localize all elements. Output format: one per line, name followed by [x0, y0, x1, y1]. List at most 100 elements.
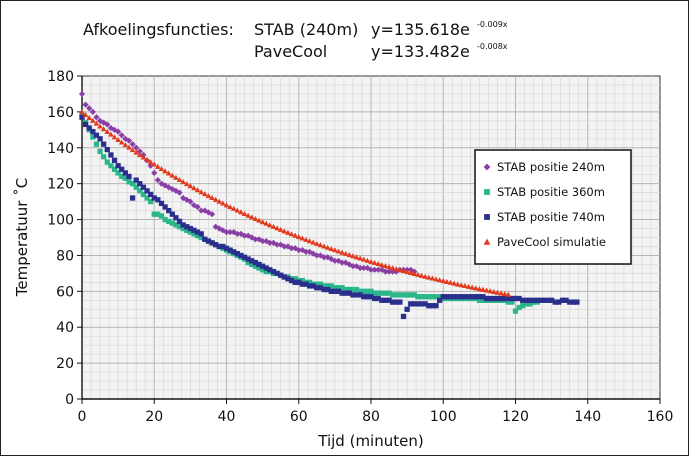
data-point	[480, 294, 486, 300]
data-point	[375, 295, 381, 302]
data-point	[129, 195, 136, 201]
data-point	[187, 225, 194, 232]
legend-label: STAB positie 740m	[497, 210, 605, 224]
data-point	[328, 283, 334, 289]
data-point	[437, 297, 443, 303]
data-point	[574, 299, 580, 305]
data-point	[386, 290, 392, 296]
y-tick-label: 140	[47, 141, 74, 157]
data-point	[108, 163, 114, 169]
legend-label: PaveCool simulatie	[497, 235, 606, 249]
data-point	[295, 246, 302, 254]
data-point	[371, 295, 378, 302]
data-point	[411, 292, 417, 298]
data-point	[115, 170, 121, 176]
data-point	[241, 232, 248, 239]
data-point	[400, 268, 407, 274]
data-point	[469, 284, 475, 290]
data-point	[104, 146, 110, 153]
x-axis-label: Tijd (minuten)	[317, 432, 423, 450]
data-point	[184, 224, 190, 230]
data-point	[306, 283, 313, 289]
data-point	[303, 236, 309, 242]
data-point	[119, 166, 125, 172]
data-point	[277, 226, 284, 232]
data-point	[101, 154, 107, 160]
data-point	[162, 168, 168, 174]
data-point	[451, 280, 457, 286]
data-point	[483, 287, 490, 293]
title-line-2-name: PaveCool	[254, 42, 327, 61]
data-point	[158, 213, 165, 219]
data-point	[389, 268, 396, 275]
data-point	[321, 243, 327, 249]
data-point	[198, 234, 204, 241]
data-point	[364, 288, 371, 294]
data-point	[556, 299, 562, 305]
data-point	[408, 301, 414, 307]
data-point	[299, 246, 306, 254]
data-point	[288, 277, 295, 284]
data-point	[433, 303, 439, 309]
data-point	[447, 294, 454, 300]
data-point	[90, 134, 96, 140]
data-point	[158, 166, 165, 172]
data-point	[79, 114, 85, 120]
data-point	[382, 263, 389, 269]
data-point	[249, 261, 255, 268]
data-point	[231, 249, 237, 255]
data-point	[523, 301, 529, 307]
data-point	[320, 254, 328, 261]
data-point	[404, 269, 410, 275]
data-point	[281, 243, 288, 250]
x-tick-label: 100	[430, 409, 457, 425]
data-point	[194, 203, 201, 211]
data-point	[390, 299, 396, 305]
data-point	[115, 128, 122, 135]
data-point	[191, 185, 197, 191]
x-tick-label: 80	[362, 409, 380, 425]
data-point	[502, 295, 508, 302]
data-point	[494, 289, 501, 295]
data-point	[335, 288, 342, 294]
data-point	[126, 144, 132, 150]
data-point	[465, 283, 472, 289]
data-point	[223, 229, 230, 236]
data-point	[440, 294, 446, 300]
data-point	[371, 266, 378, 273]
data-point	[346, 286, 352, 293]
data-point	[241, 210, 248, 217]
data-point	[343, 286, 349, 293]
data-point	[306, 248, 313, 255]
data-point	[483, 295, 490, 302]
data-point	[151, 161, 158, 167]
data-point	[364, 257, 371, 263]
data-point	[122, 142, 129, 148]
data-point	[292, 232, 298, 238]
title-line-1-exponent: -0.009x	[477, 20, 508, 29]
data-point	[415, 301, 421, 307]
data-point	[346, 261, 353, 268]
data-point	[422, 294, 428, 300]
data-point	[335, 285, 342, 291]
data-point	[433, 294, 439, 300]
legend-box	[474, 149, 632, 265]
data-point	[90, 117, 96, 123]
data-point	[494, 295, 501, 302]
data-point	[209, 194, 215, 200]
data-point	[418, 272, 425, 278]
data-point	[342, 259, 349, 266]
data-point	[137, 152, 143, 158]
data-point	[245, 212, 251, 218]
data-point	[100, 126, 107, 132]
data-point	[324, 244, 331, 250]
data-point	[299, 235, 306, 241]
legend-marker	[483, 163, 491, 171]
y-tick-label: 0	[65, 392, 74, 408]
data-point	[252, 259, 259, 266]
data-point	[361, 288, 367, 294]
data-point	[458, 282, 465, 288]
data-point	[512, 308, 519, 314]
data-point	[339, 290, 345, 296]
data-point	[454, 281, 461, 287]
